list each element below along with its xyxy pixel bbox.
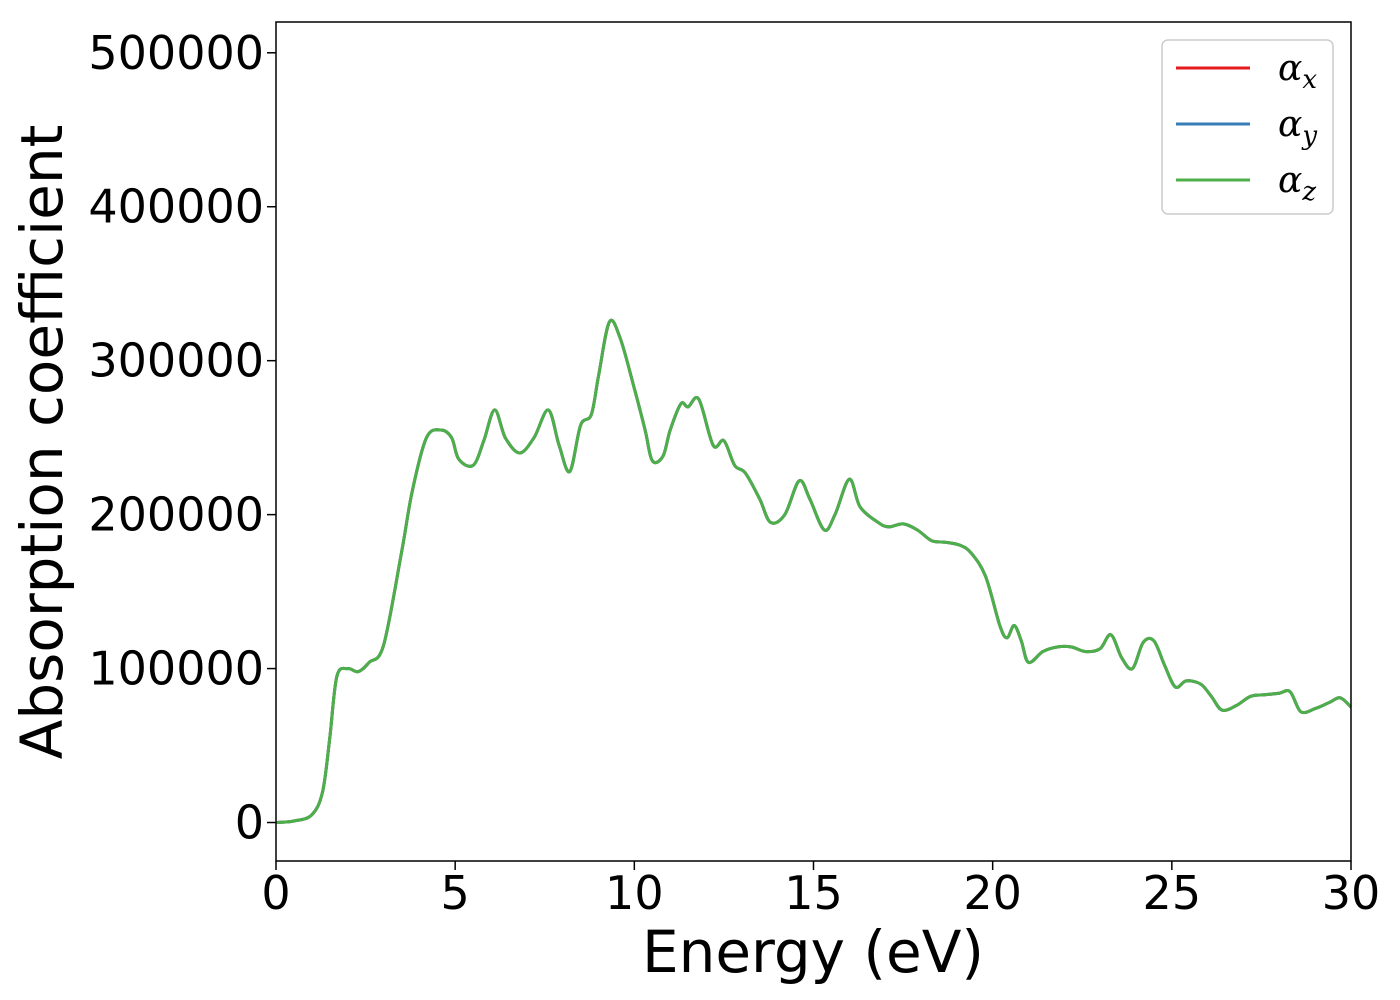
legend-entry-label: αy bbox=[1278, 104, 1317, 151]
x-tick-label: 30 bbox=[1322, 866, 1381, 920]
y-tick-label: 200000 bbox=[88, 488, 264, 542]
x-axis: 0 5 10 15 20 25 30 bbox=[261, 861, 1380, 920]
y-tick-label: 500000 bbox=[88, 26, 264, 80]
x-tick-label: 0 bbox=[261, 866, 290, 920]
y-tick-label: 400000 bbox=[88, 180, 264, 234]
x-axis-label: Energy (eV) bbox=[642, 918, 984, 986]
series-line-y bbox=[276, 318, 1351, 824]
x-tick-label: 5 bbox=[441, 866, 470, 920]
series-line-x bbox=[276, 318, 1351, 824]
legend-entry-label: αz bbox=[1278, 160, 1316, 207]
x-tick-label: 25 bbox=[1143, 866, 1202, 920]
y-axis: 0 100000 200000 300000 400000 500000 bbox=[88, 26, 276, 850]
y-axis-label: Absorption coefficient bbox=[8, 125, 76, 760]
y-tick-label: 300000 bbox=[88, 334, 264, 388]
y-tick-label: 100000 bbox=[88, 642, 264, 696]
x-tick-label: 10 bbox=[605, 866, 664, 920]
x-tick-label: 15 bbox=[784, 866, 843, 920]
series-line-z bbox=[276, 318, 1351, 824]
legend-entry-label: αx bbox=[1278, 48, 1317, 95]
legend-box bbox=[1161, 39, 1334, 215]
plot-lines bbox=[276, 318, 1351, 824]
y-tick-label: 0 bbox=[235, 796, 264, 850]
legend: αx αy αz bbox=[1161, 39, 1334, 215]
x-tick-label: 20 bbox=[963, 866, 1022, 920]
